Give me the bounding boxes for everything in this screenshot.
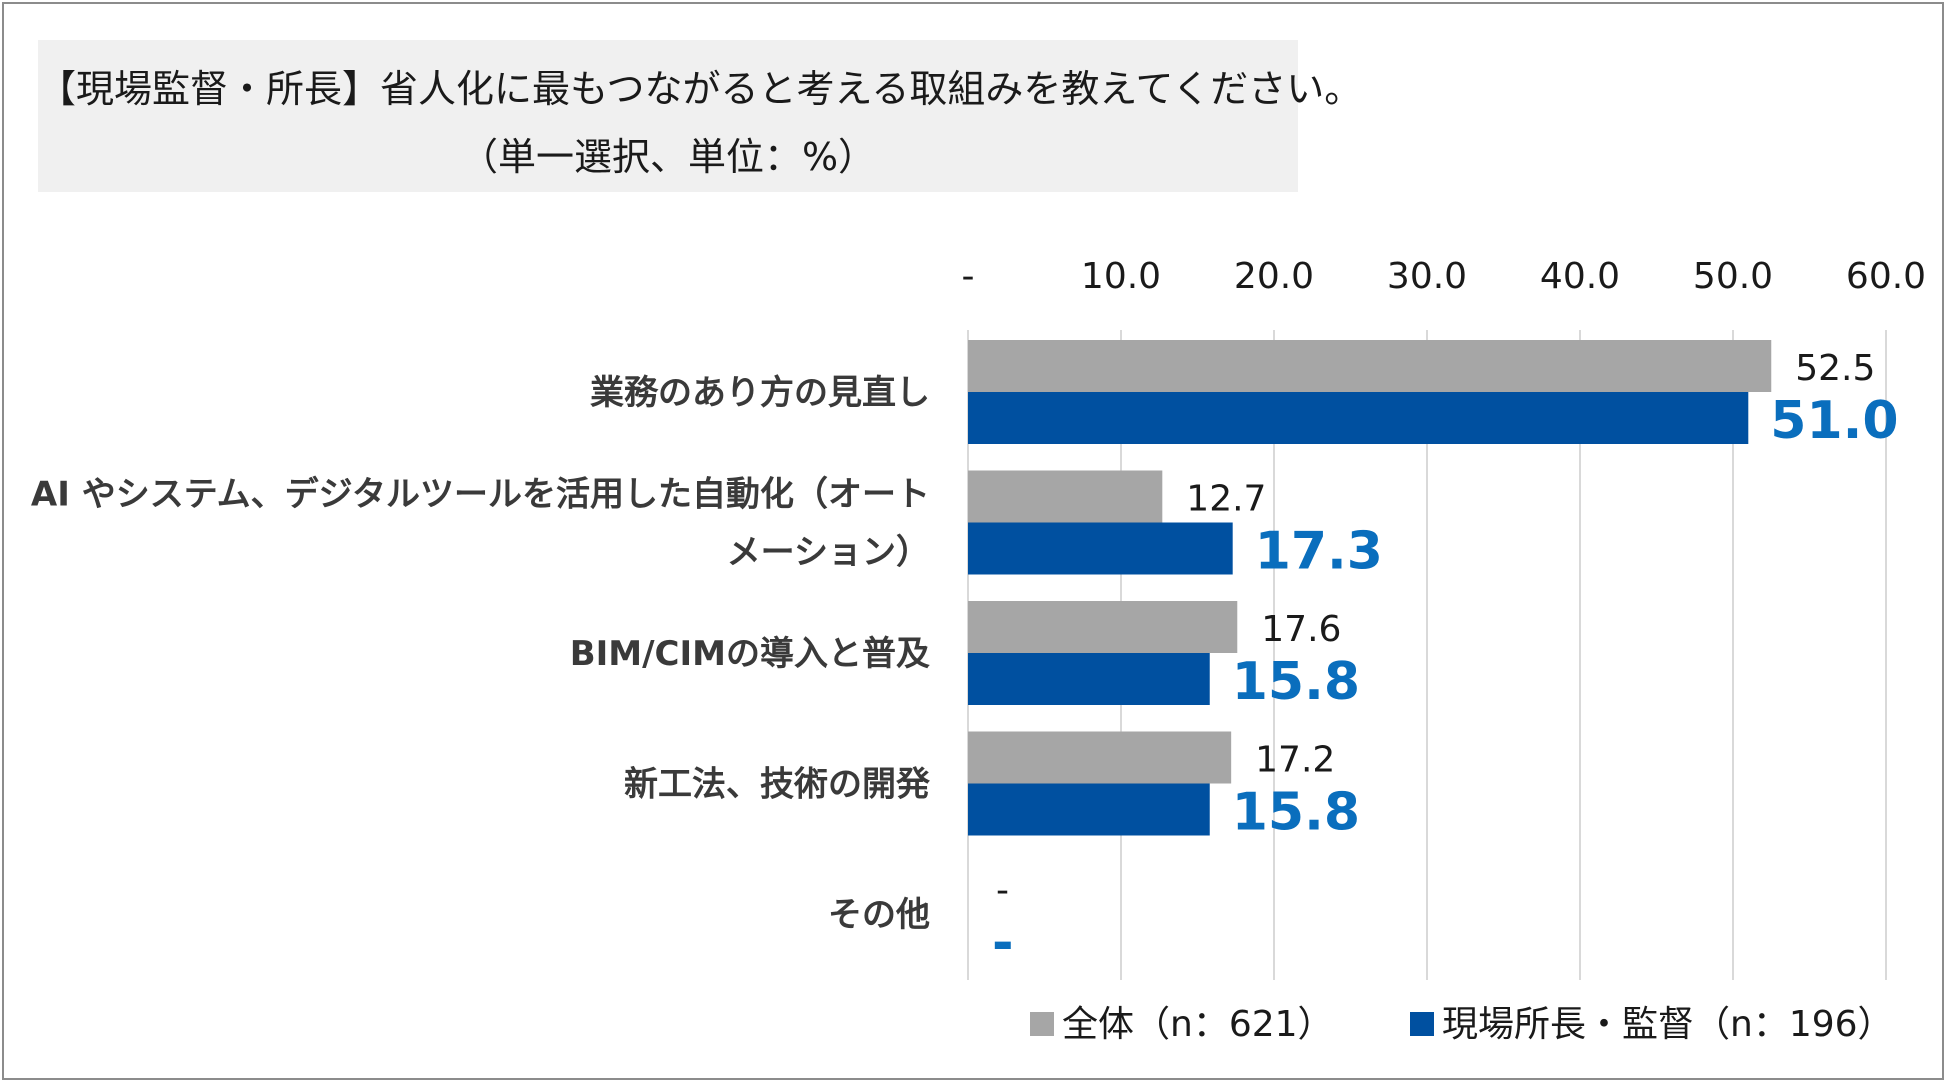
chart-title-box: 【現場監督・所長】省人化に最もつながると考える取組みを教えてください。 （単一選… <box>38 40 1363 192</box>
bar-series-b <box>968 653 1210 705</box>
x-tick-label: 40.0 <box>1540 256 1620 297</box>
category-label: 業務のあり方の見直し <box>590 373 930 413</box>
legend-label-series-b: 現場所長・監督（n：196） <box>1442 1004 1894 1045</box>
data-label-series-a: 12.7 <box>1186 479 1266 520</box>
x-tick-label: 60.0 <box>1846 256 1926 297</box>
x-tick-label: 50.0 <box>1693 256 1773 297</box>
bar-series-b <box>968 783 1210 836</box>
bar-series-b <box>968 392 1749 444</box>
data-label-series-a: - <box>996 870 1009 911</box>
data-label-series-a: 17.6 <box>1261 609 1341 650</box>
category-label: その他 <box>828 895 930 935</box>
data-label-series-b: - <box>992 913 1014 973</box>
chart-subtitle: （単一選択、単位：%） <box>459 135 877 179</box>
bar-series-a <box>968 731 1232 784</box>
category-label: BIM/CIMの導入と普及 <box>570 634 930 674</box>
legend-swatch-series-a <box>1030 1012 1054 1036</box>
data-label-series-b: 15.8 <box>1232 783 1360 843</box>
data-label-series-a: 52.5 <box>1795 348 1875 389</box>
bar-series-a <box>968 601 1238 653</box>
x-tick-label: 30.0 <box>1387 256 1467 297</box>
data-label-series-a: 17.2 <box>1255 740 1335 781</box>
category-label: AI やシステム、デジタルツールを活用した自動化（オート <box>31 475 930 515</box>
data-label-series-b: 51.0 <box>1770 391 1898 451</box>
bar-series-a <box>968 340 1772 392</box>
category-label: メーション） <box>727 533 930 573</box>
legend-label-series-a: 全体（n：621） <box>1062 1004 1334 1045</box>
bar-series-b <box>968 522 1233 575</box>
x-tick-label: - <box>962 256 975 297</box>
legend-swatch-series-b <box>1410 1012 1434 1036</box>
bar-series-a <box>968 470 1163 523</box>
x-tick-label: 20.0 <box>1234 256 1314 297</box>
data-label-series-b: 17.3 <box>1255 522 1383 582</box>
chart-title: 【現場監督・所長】省人化に最もつながると考える取組みを教えてください。 <box>38 67 1363 111</box>
data-label-series-b: 15.8 <box>1232 652 1360 712</box>
category-label: 新工法、技術の開発 <box>624 765 931 805</box>
x-tick-label: 10.0 <box>1081 256 1161 297</box>
